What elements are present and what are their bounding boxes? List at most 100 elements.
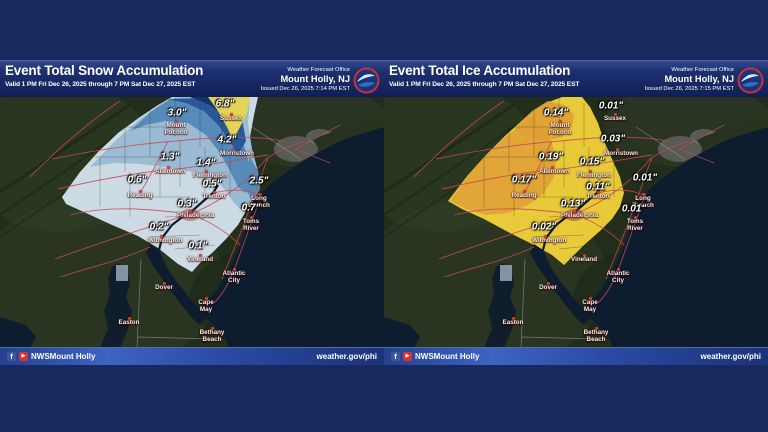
city-dot (232, 267, 236, 271)
city-dot (174, 119, 178, 123)
city-dot (543, 234, 547, 238)
city-label: Trenton (202, 193, 226, 200)
city-dot (546, 281, 550, 285)
ice-basemap (384, 97, 768, 348)
ice-value-layer: 0.14" 0.01" 0.03" 0.19" 0.15" 0.17" 0.11… (384, 97, 768, 348)
city-label: Dover (155, 284, 173, 291)
city-label: Cape May (582, 299, 598, 313)
page-title: Event Total Snow Accumulation (5, 63, 204, 78)
ice-amount-label: 0.14" (543, 107, 569, 119)
snow-amount-label: 0.3" (177, 198, 197, 210)
city-dot (588, 169, 592, 173)
ice-amount-label: 0.11" (586, 181, 610, 193)
city-dot (615, 147, 619, 151)
ice-amount-label: 0.19" (538, 151, 564, 163)
city-label: Flemington (193, 172, 227, 179)
city-label: Trenton (586, 193, 610, 200)
city-label: Allentown (155, 168, 186, 175)
social-handle: NWSMount Holly (415, 352, 480, 361)
issued-timestamp: Issued Dec 26, 2025 7:15 PM EST (644, 85, 734, 92)
city-label: Bethany Beach (199, 329, 225, 343)
city-dot (231, 147, 235, 151)
valid-period: Valid 1 PM Fri Dec 26, 2025 through 7 PM… (389, 80, 580, 88)
ice-amount-label: 0.15" (579, 156, 605, 168)
ice-amount-label: 0.01" (621, 203, 647, 215)
city-dot (572, 209, 576, 213)
snow-amount-label: 0.5" (202, 178, 222, 190)
city-label: Easton (502, 319, 524, 326)
city-dot (188, 209, 192, 213)
ice-panel: Event Total Ice Accumulation Valid 1 PM … (384, 0, 768, 432)
city-dot (550, 165, 554, 169)
city-dot (257, 192, 261, 196)
city-label: Reading (127, 192, 153, 199)
city-dot (596, 190, 600, 194)
city-dot (159, 234, 163, 238)
city-dot (212, 190, 216, 194)
snow-amount-label: 2.5" (249, 175, 269, 187)
snow-header: Event Total Snow Accumulation Valid 1 PM… (0, 60, 384, 97)
snow-amount-label: 1.3" (160, 151, 180, 163)
city-label: Sussex (219, 115, 243, 122)
city-dot (588, 296, 592, 300)
city-label: Philadelphia (177, 212, 215, 219)
snow-map: Mount Pocono Sussex Morristown A (0, 97, 384, 348)
city-dot (204, 296, 208, 300)
city-label: Wilmington (148, 237, 183, 244)
city-label: Philadelphia (561, 212, 599, 219)
city-label: Atlantic City (222, 270, 246, 284)
city-dot (613, 112, 617, 116)
page-title: Event Total Ice Accumulation (389, 63, 571, 78)
city-label: Long Branch (632, 195, 654, 209)
snow-amount-label: 0.1" (188, 240, 208, 252)
issued-timestamp: Issued Dec 26, 2025 7:14 PM EST (260, 85, 350, 92)
play-icon: ▶ (403, 352, 412, 361)
ice-amount-label: 0.02" (531, 221, 557, 233)
office-name: Mount Holly, NJ (664, 74, 734, 85)
ice-amount-label: 0.01" (632, 172, 658, 184)
ice-amount-label: 0.17" (511, 174, 537, 186)
website-url: weather.gov/phi (700, 352, 761, 361)
city-dot (198, 253, 202, 257)
noaa-logo-icon (737, 66, 764, 94)
city-label: Mount Pocono (164, 122, 188, 136)
city-dot (558, 119, 562, 123)
ice-city-layer: Mount Pocono Sussex Morristown A (384, 97, 768, 348)
city-dot (582, 253, 586, 257)
city-label: Cape May (198, 299, 214, 313)
city-dot (162, 281, 166, 285)
city-dot (204, 169, 208, 173)
snow-footer: f ▶ NWSMount Holly weather.gov/phi (0, 348, 384, 365)
city-label: Vineland (187, 256, 214, 263)
city-label: Atlantic City (606, 270, 630, 284)
city-dot (594, 326, 598, 330)
city-dot (210, 326, 214, 330)
city-label: Bethany Beach (583, 329, 609, 343)
snow-city-layer: Mount Pocono Sussex Morristown A (0, 97, 384, 348)
valid-period: Valid 1 PM Fri Dec 26, 2025 through 7 PM… (5, 80, 196, 88)
snow-value-layer: 3.0" 6.8" 4.2" 1.3" 1.4" 0.6" 0.5" 2.5" … (0, 97, 384, 348)
website-url: weather.gov/phi (316, 352, 377, 361)
facebook-icon: f (7, 352, 16, 361)
snow-amount-label: 1.4" (196, 157, 216, 169)
snow-amount-label: 0.6" (127, 174, 147, 186)
city-dot (522, 189, 526, 193)
city-dot (641, 192, 645, 196)
office-name: Mount Holly, NJ (280, 74, 350, 85)
ice-amount-label: 0.03" (600, 133, 626, 145)
snow-amount-label: 4.2" (217, 134, 237, 146)
city-dot (249, 215, 253, 219)
snow-amount-label: 3.0" (167, 107, 187, 119)
ice-amount-label: 0.13" (560, 198, 586, 210)
snow-basemap (0, 97, 384, 348)
ice-amount-label: 0.01" (598, 100, 624, 112)
city-label: Vineland (571, 256, 598, 263)
city-label: Morristown (220, 150, 254, 157)
city-label: Wilmington (532, 237, 567, 244)
city-dot (633, 215, 637, 219)
city-label: Long Branch (248, 195, 270, 209)
city-dot (229, 112, 233, 116)
ice-header: Event Total Ice Accumulation Valid 1 PM … (384, 60, 768, 97)
city-label: Flemington (577, 172, 611, 179)
